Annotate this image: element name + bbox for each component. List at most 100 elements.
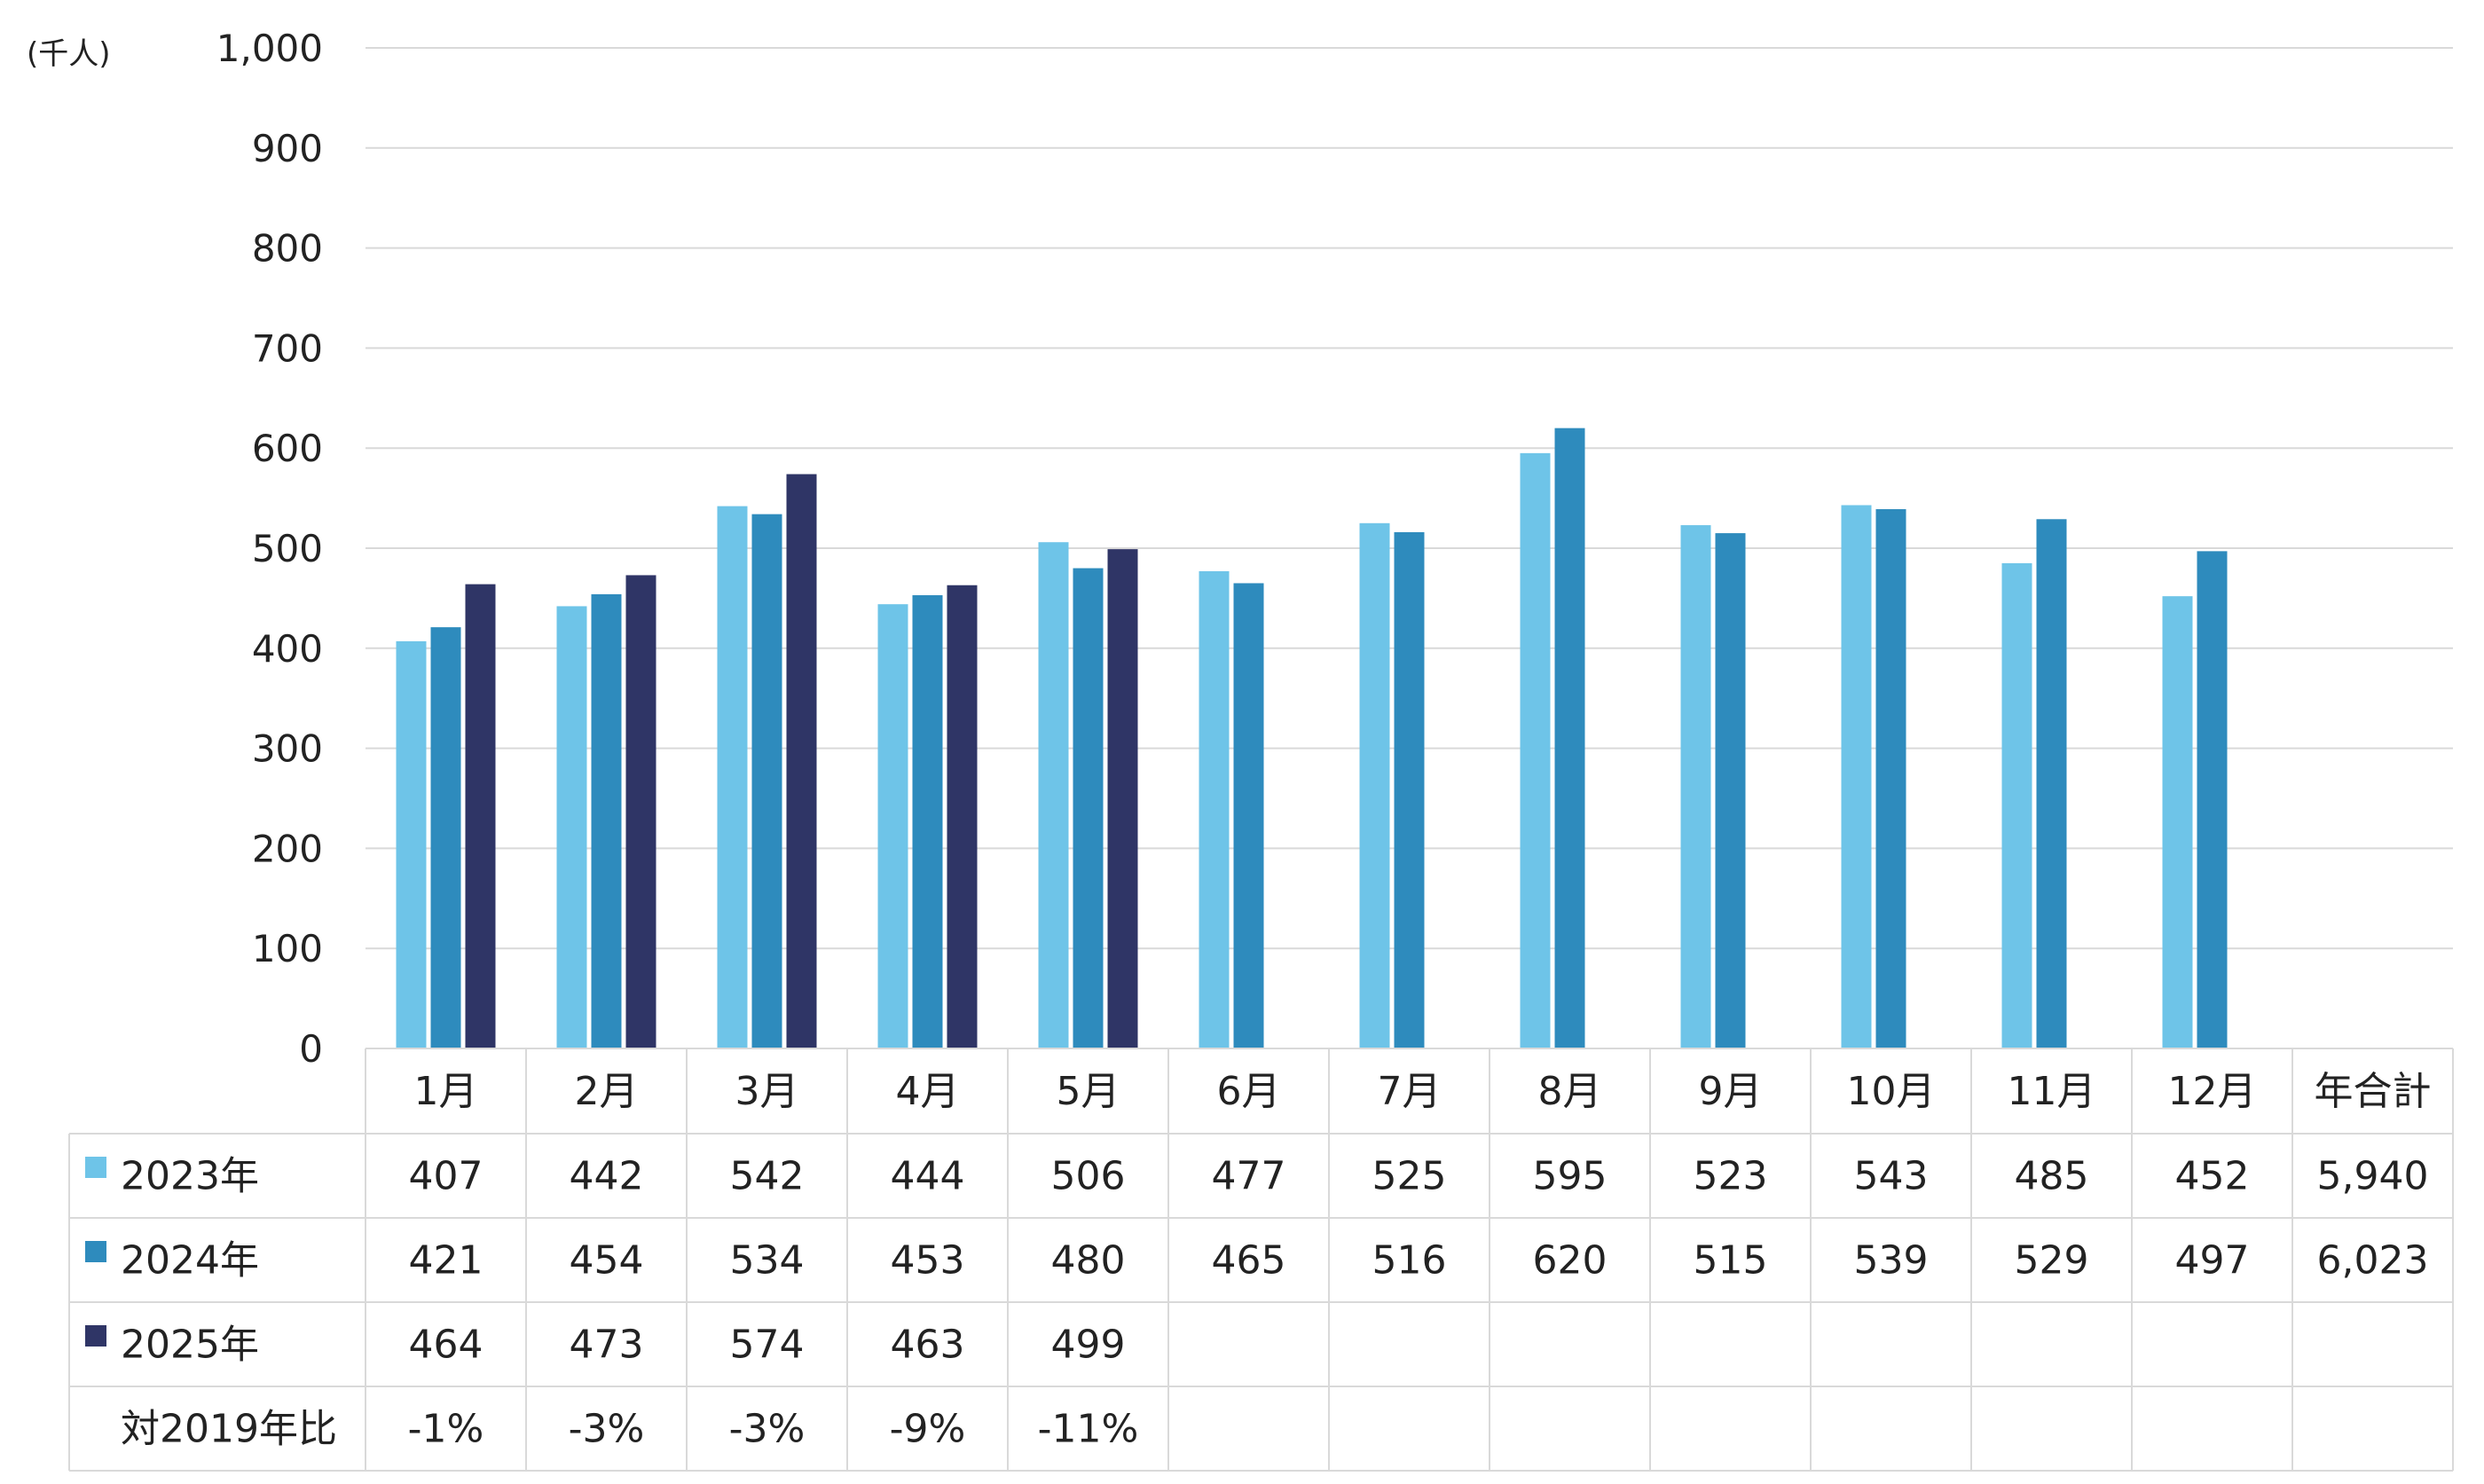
- bar-2-2: [591, 593, 622, 1048]
- y-tick-label: 800: [252, 227, 323, 271]
- data-label: 453: [891, 1238, 965, 1284]
- legend-label: 2024年: [121, 1238, 259, 1284]
- total-value: 5,940: [2317, 1154, 2429, 1199]
- data-label: 444: [891, 1154, 965, 1199]
- data-label: 542: [730, 1154, 805, 1199]
- bar-2-10: [1875, 509, 1906, 1048]
- bar-1-9: [1680, 525, 1711, 1048]
- data-label: 463: [891, 1323, 965, 1368]
- bar-1-10: [1841, 505, 1872, 1048]
- data-label: 529: [2015, 1238, 2089, 1284]
- x-tick-label: 4月: [896, 1069, 960, 1114]
- bar-3-3: [786, 474, 817, 1048]
- ratio-value: -3%: [729, 1407, 806, 1452]
- data-label: 620: [1533, 1238, 1608, 1284]
- bar-2-9: [1715, 533, 1746, 1048]
- x-tick-label: 3月: [735, 1069, 799, 1114]
- data-label: 515: [1694, 1238, 1768, 1284]
- bar-1-5: [1038, 542, 1069, 1048]
- bar-1-7: [1359, 522, 1390, 1048]
- legend-swatch: [85, 1325, 106, 1347]
- bar-3-5: [1107, 549, 1138, 1048]
- x-tick-label: 7月: [1378, 1069, 1442, 1114]
- data-label: 497: [2175, 1238, 2250, 1284]
- bar-1-12: [2162, 596, 2193, 1048]
- data-label: 543: [1854, 1154, 1929, 1199]
- bar-2-4: [912, 595, 943, 1048]
- bar-2-1: [430, 627, 461, 1048]
- data-label: 407: [409, 1154, 483, 1199]
- bar-2-12: [2197, 551, 2228, 1048]
- y-tick-label: 400: [252, 627, 323, 671]
- bar-2-6: [1233, 583, 1264, 1048]
- ratio-value: -9%: [890, 1407, 966, 1452]
- y-tick-label: 300: [252, 727, 323, 771]
- data-label: 525: [1372, 1154, 1447, 1199]
- bar-1-6: [1199, 570, 1230, 1048]
- legend-label: 2025年: [121, 1323, 259, 1368]
- bar-1-2: [556, 606, 587, 1048]
- bar-2-7: [1394, 531, 1425, 1048]
- bars: [396, 428, 2228, 1049]
- y-tick-label: 1,000: [216, 27, 323, 70]
- ratio-value: -11%: [1038, 1407, 1139, 1452]
- total-header: 年合計: [2315, 1069, 2432, 1114]
- data-label: 523: [1694, 1154, 1768, 1199]
- data-label: 480: [1051, 1238, 1126, 1284]
- x-tick-label: 9月: [1699, 1069, 1763, 1114]
- data-label: 421: [409, 1238, 483, 1284]
- y-tick-label: 600: [252, 427, 323, 470]
- y-tick-label: 700: [252, 326, 323, 370]
- unit-label: (千人): [27, 36, 111, 72]
- bar-2-3: [751, 514, 782, 1048]
- bar-1-4: [877, 604, 908, 1048]
- bar-2-5: [1073, 568, 1104, 1048]
- data-label: 464: [409, 1323, 483, 1368]
- bar-3-1: [465, 584, 496, 1048]
- data-label: 454: [570, 1238, 644, 1284]
- data-label: 595: [1533, 1154, 1608, 1199]
- data-label: 452: [2175, 1154, 2250, 1199]
- x-tick-label: 1月: [414, 1069, 478, 1114]
- x-tick-label: 2月: [575, 1069, 639, 1114]
- y-tick-label: 100: [252, 927, 323, 970]
- x-tick-label: 12月: [2168, 1069, 2257, 1114]
- x-tick-label: 6月: [1217, 1069, 1281, 1114]
- data-label: 574: [730, 1323, 805, 1368]
- ratio-label: 対2019年比: [121, 1407, 337, 1452]
- bar-1-8: [1520, 452, 1551, 1049]
- legend-swatch: [85, 1157, 106, 1178]
- ratio-value: -1%: [408, 1407, 484, 1452]
- y-axis-ticks: 0 100 200 300 400 500 600 700 800 900 1,000: [216, 27, 323, 1071]
- x-tick-label: 11月: [2008, 1069, 2096, 1114]
- ratio-value: -3%: [569, 1407, 645, 1452]
- x-tick-label: 10月: [1847, 1069, 1936, 1114]
- data-label: 499: [1051, 1323, 1126, 1368]
- y-tick-label: 200: [252, 827, 323, 870]
- data-label: 539: [1854, 1238, 1929, 1284]
- bar-2-8: [1554, 428, 1585, 1048]
- data-label: 506: [1051, 1154, 1126, 1199]
- bar-1-3: [717, 506, 748, 1048]
- data-label: 477: [1212, 1154, 1286, 1199]
- data-label: 442: [570, 1154, 644, 1199]
- x-tick-label: 5月: [1057, 1069, 1120, 1114]
- legend-label: 2023年: [121, 1154, 259, 1199]
- data-label: 485: [2015, 1154, 2089, 1199]
- y-tick-label: 900: [252, 127, 323, 170]
- data-label: 465: [1212, 1238, 1286, 1284]
- bar-1-11: [2001, 562, 2032, 1048]
- data-table: 1月 2月 3月 4月 5月 6月 7月 8月 9月 10月 11月 12月 年合計 2023年 407 44…: [68, 1048, 2454, 1472]
- y-tick-label: 500: [252, 527, 323, 570]
- bar-3-4: [947, 585, 978, 1048]
- x-tick-label: 8月: [1538, 1069, 1602, 1114]
- bar-1-1: [396, 640, 427, 1048]
- bar-2-11: [2036, 519, 2067, 1048]
- y-tick-label: 0: [299, 1027, 323, 1071]
- data-label: 516: [1372, 1238, 1447, 1284]
- data-label: 534: [730, 1238, 805, 1284]
- data-label: 473: [570, 1323, 644, 1368]
- legend-swatch: [85, 1241, 106, 1262]
- total-value: 6,023: [2317, 1238, 2429, 1284]
